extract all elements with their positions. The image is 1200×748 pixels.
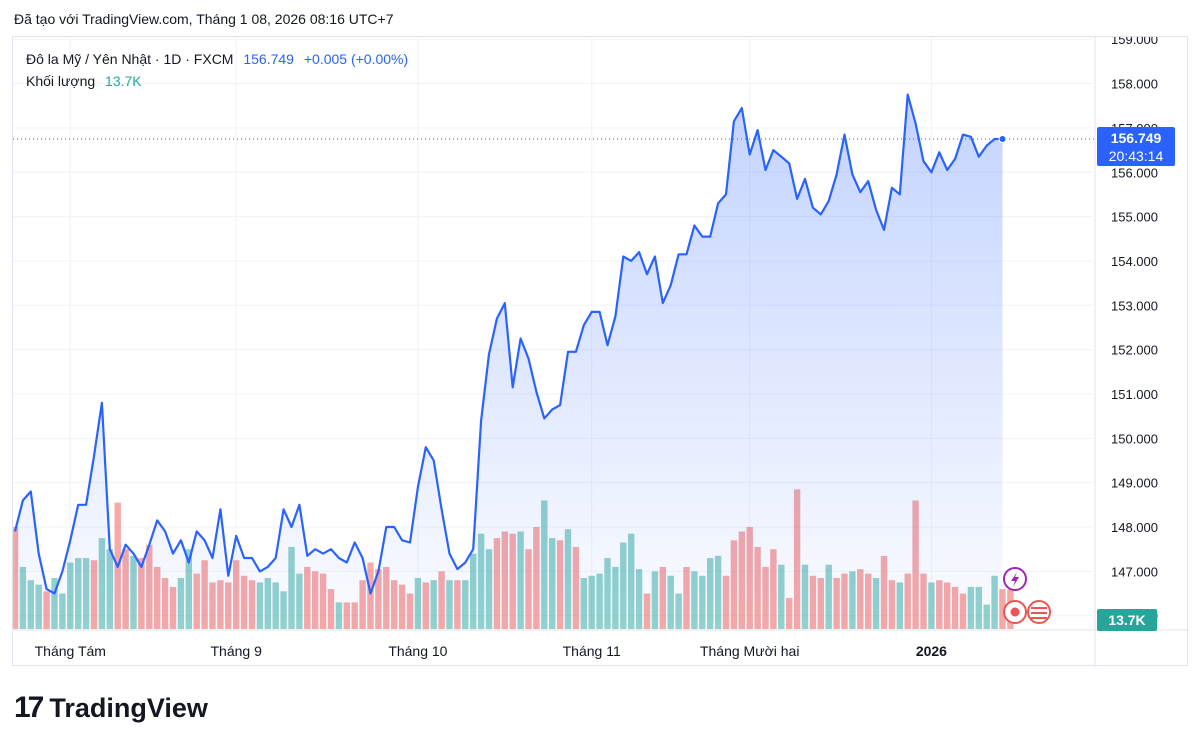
last-price-value: 156.749 [243,51,294,67]
y-tick-label: 147.000 [1111,564,1158,579]
y-tick-label: 153.000 [1111,298,1158,313]
y-tick-label: 148.000 [1111,520,1158,535]
last-price-point[interactable] [999,136,1006,143]
y-tick-label: 149.000 [1111,476,1158,491]
last-price-badge-label: 156.749 [1111,130,1162,146]
y-tick-label: 150.000 [1111,431,1158,446]
lightning-icon[interactable] [1004,568,1026,590]
y-tick-label: 154.000 [1111,254,1158,269]
y-tick-label: 155.000 [1111,210,1158,225]
x-tick-label: Tháng 9 [211,643,263,659]
y-tick-label: 152.000 [1111,343,1158,358]
tradingview-wordmark: TradingView [49,693,208,724]
symbol-label[interactable]: Đô la Mỹ / Yên Nhật · 1D · FXCM [26,51,233,67]
y-tick-label: 151.000 [1111,387,1158,402]
x-tick-label: Tháng 10 [388,643,447,659]
chart-frame[interactable]: 146.000147.000148.000149.000150.000151.0… [12,36,1188,666]
y-tick-label: 159.000 [1111,37,1158,47]
price-chart[interactable]: 146.000147.000148.000149.000150.000151.0… [13,37,1189,667]
x-tick-label: Tháng Mười hai [700,643,799,659]
japan-flag-icon-dot [1011,608,1020,617]
price-area-fill [15,95,1003,629]
price-change-value: +0.005 (+0.00%) [304,51,408,67]
us-flag-icon[interactable] [1028,601,1050,623]
x-tick-label: Tháng 11 [563,643,621,659]
volume-value: 13.7K [105,73,142,89]
y-tick-label: 156.000 [1111,165,1158,180]
tradingview-logo[interactable]: 17 TradingView [14,690,208,726]
chart-legend: Đô la Mỹ / Yên Nhật · 1D · FXCM 156.749 … [26,48,408,92]
countdown-label: 20:43:14 [1109,148,1164,164]
tradingview-logo-icon: 17 [14,691,41,725]
y-tick-label: 158.000 [1111,77,1158,92]
x-tick-label: Tháng Tám [35,643,106,659]
attribution-header: Đã tạo với TradingView.com, Tháng 1 08, … [14,11,394,27]
volume-label[interactable]: Khối lượng [26,73,95,89]
japan-flag-icon[interactable] [1004,601,1026,623]
x-tick-label: 2026 [916,643,947,659]
volume-badge-label: 13.7K [1108,612,1145,628]
